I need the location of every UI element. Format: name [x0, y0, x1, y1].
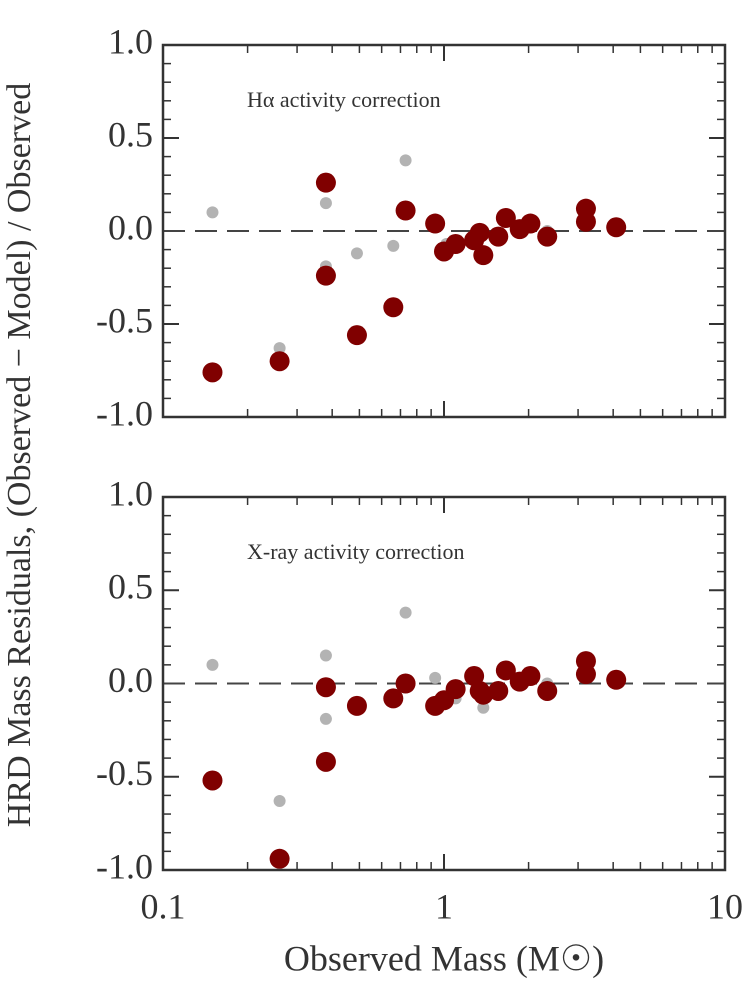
annotation: X-ray activity correction: [247, 539, 464, 564]
data-point: [606, 217, 627, 238]
y-tick-label: 1.0: [108, 21, 153, 61]
y-tick-label: -0.5: [96, 300, 153, 340]
data-point: [202, 770, 223, 791]
data-point: [520, 666, 541, 687]
data-point: [269, 848, 290, 869]
x-tick-label: 0.1: [141, 886, 186, 926]
data-point: [469, 222, 490, 243]
x-tick-label: 10: [707, 886, 743, 926]
data-point: [473, 245, 494, 266]
data-point: [269, 351, 290, 372]
data-point: [319, 197, 332, 210]
data-point: [537, 680, 558, 701]
x-tick-label: 1: [435, 886, 453, 926]
y-axis-label: HRD Mass Residuals, (Observed − Model) /…: [1, 83, 38, 827]
data-point: [537, 226, 558, 247]
data-point: [520, 213, 541, 234]
data-point: [202, 362, 223, 383]
data-point: [315, 172, 336, 193]
data-point: [495, 207, 516, 228]
data-point: [606, 669, 627, 690]
plot-frame: [161, 495, 727, 872]
data-point: [399, 154, 412, 167]
plot-frame: [161, 43, 727, 419]
data-point: [488, 226, 509, 247]
data-point: [273, 794, 286, 807]
data-point: [346, 695, 367, 716]
data-point: [575, 211, 596, 232]
x-axis-label: Observed Mass (M☉): [284, 938, 604, 978]
y-tick-label: -0.5: [96, 753, 153, 793]
y-tick-label: 0.0: [108, 660, 153, 700]
data-point: [425, 213, 446, 234]
data-point: [445, 679, 466, 700]
data-point: [473, 684, 494, 705]
data-point: [477, 701, 490, 714]
y-tick-label: 0.0: [108, 207, 153, 247]
data-point: [350, 247, 363, 260]
data-point: [395, 673, 416, 694]
data-point: [315, 265, 336, 286]
data-point: [395, 200, 416, 221]
annotation: Hα activity correction: [247, 87, 441, 112]
data-point: [495, 660, 516, 681]
y-tick-label: -1.0: [96, 393, 153, 433]
y-tick-label: -1.0: [96, 846, 153, 886]
y-tick-label: 1.0: [108, 473, 153, 513]
data-point: [488, 680, 509, 701]
data-point: [383, 688, 404, 709]
data-point: [319, 712, 332, 725]
data-point: [319, 649, 332, 662]
data-point: [206, 206, 219, 219]
data-point: [346, 325, 367, 346]
data-point: [399, 606, 412, 619]
data-point: [575, 664, 596, 685]
data-point: [206, 658, 219, 671]
data-point: [445, 234, 466, 255]
data-point: [315, 677, 336, 698]
data-point: [383, 297, 404, 318]
data-point: [387, 239, 400, 252]
data-point: [429, 671, 442, 684]
y-tick-label: 0.5: [108, 567, 153, 607]
data-point: [273, 342, 286, 355]
y-tick-label: 0.5: [108, 114, 153, 154]
data-point: [315, 751, 336, 772]
